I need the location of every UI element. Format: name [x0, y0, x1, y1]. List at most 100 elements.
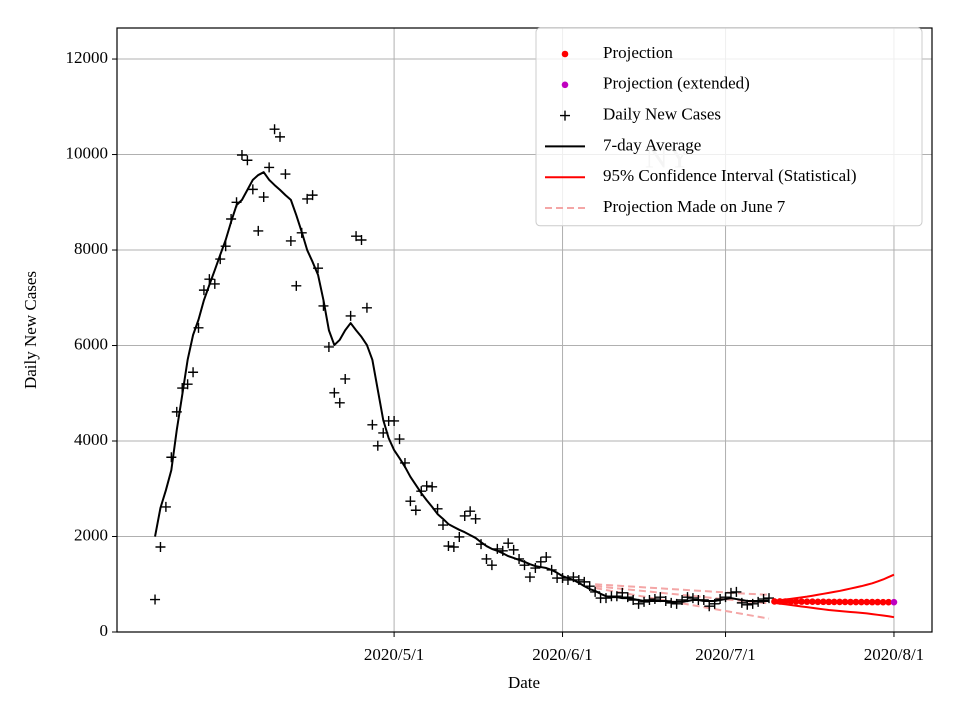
plot-frame — [116, 27, 933, 633]
case-marker — [361, 302, 372, 313]
case-marker — [671, 598, 682, 609]
case-marker — [291, 280, 302, 291]
case-marker — [438, 520, 448, 531]
case-marker — [367, 419, 378, 430]
projection-point — [830, 598, 838, 606]
case-marker — [530, 563, 541, 574]
legend: Projection Projection (extended) Daily New… — [535, 27, 923, 227]
y-tick-label: 10000 — [66, 143, 109, 162]
legend-symbol — [561, 50, 569, 58]
case-marker — [280, 169, 291, 180]
projection-point — [814, 598, 822, 606]
projection-point — [771, 598, 778, 605]
case-marker — [443, 541, 454, 552]
case-marker — [334, 397, 345, 408]
case-marker — [264, 162, 275, 173]
projection-point — [879, 598, 887, 606]
case-marker — [677, 595, 688, 606]
case-marker — [323, 341, 334, 352]
case-marker — [448, 542, 459, 553]
plot — [150, 124, 898, 620]
series-line — [774, 573, 895, 602]
case-marker — [421, 480, 432, 491]
case-marker — [209, 278, 220, 289]
case-marker — [731, 586, 742, 597]
legend-label: Projection Made on June 7 — [603, 197, 786, 216]
case-marker — [617, 587, 628, 598]
case-marker — [601, 593, 611, 604]
case-marker — [459, 510, 470, 521]
case-marker — [704, 601, 715, 612]
case-marker — [236, 150, 247, 161]
case-marker — [541, 552, 552, 563]
projection-point — [858, 598, 865, 606]
projection-point — [863, 598, 871, 606]
case-marker — [410, 505, 421, 516]
series-line — [774, 601, 895, 619]
case-marker — [481, 553, 492, 564]
case-marker — [247, 184, 258, 195]
legend-label: Projection — [603, 43, 673, 62]
case-marker — [242, 155, 253, 166]
projection-point — [885, 598, 892, 606]
case-marker — [687, 593, 698, 604]
case-marker — [285, 235, 296, 246]
case-marker — [725, 587, 736, 598]
x-axis-label: Date — [508, 673, 540, 692]
projection-point — [836, 598, 843, 606]
case-marker — [302, 193, 313, 204]
case-marker — [275, 131, 285, 142]
legend-symbol — [560, 110, 570, 121]
y-tick-label: 6000 — [74, 334, 108, 353]
series-line — [594, 587, 770, 620]
case-marker — [720, 592, 731, 603]
case-marker — [405, 496, 416, 507]
x-tick-label: 2020/6/1 — [532, 645, 592, 664]
projection-point — [782, 598, 789, 605]
case-marker — [649, 594, 660, 605]
y-tick-label: 4000 — [74, 430, 108, 449]
case-marker — [503, 538, 514, 549]
case-marker — [329, 387, 340, 398]
ticks: 0 2000 4000 6000 8000 10000 12000 2020/5/1 2020/… — [66, 48, 925, 664]
projection-point — [825, 598, 833, 606]
case-marker — [465, 506, 476, 517]
y-axis-label: Daily New Cases — [21, 271, 40, 389]
x-tick-label: 2020/7/1 — [695, 645, 755, 664]
case-marker — [351, 231, 362, 242]
case-marker — [535, 556, 546, 567]
projection-point — [874, 598, 881, 606]
case-marker — [427, 481, 438, 492]
case-marker — [307, 190, 318, 201]
case-marker — [372, 440, 383, 451]
x-tick-label: 2020/8/1 — [864, 645, 924, 664]
case-marker — [340, 373, 351, 384]
legend-label: 95% Confidence Interval (Statistical) — [603, 166, 857, 185]
case-marker — [155, 542, 166, 553]
case-marker — [454, 531, 465, 542]
case-marker — [253, 225, 264, 236]
case-marker — [166, 452, 177, 463]
case-marker — [524, 572, 535, 583]
case-marker — [345, 310, 356, 321]
y-tick-label: 2000 — [74, 525, 108, 544]
legend-symbol — [561, 81, 569, 89]
projection-point — [868, 598, 876, 606]
case-marker — [394, 434, 405, 445]
case-marker — [258, 192, 269, 203]
legend-label: Projection (extended) — [603, 74, 750, 93]
case-marker — [269, 124, 280, 135]
y-tick-label: 8000 — [74, 239, 108, 258]
case-marker — [188, 367, 199, 378]
case-marker — [356, 234, 367, 245]
case-marker — [470, 513, 481, 524]
y-tick-label: 12000 — [66, 48, 109, 67]
y-tick-label: 0 — [100, 621, 109, 640]
case-marker — [150, 594, 161, 605]
projection-point — [776, 598, 784, 605]
case-marker — [160, 501, 171, 512]
series-line — [154, 171, 769, 603]
projection-point — [852, 598, 860, 606]
case-marker — [486, 560, 497, 571]
